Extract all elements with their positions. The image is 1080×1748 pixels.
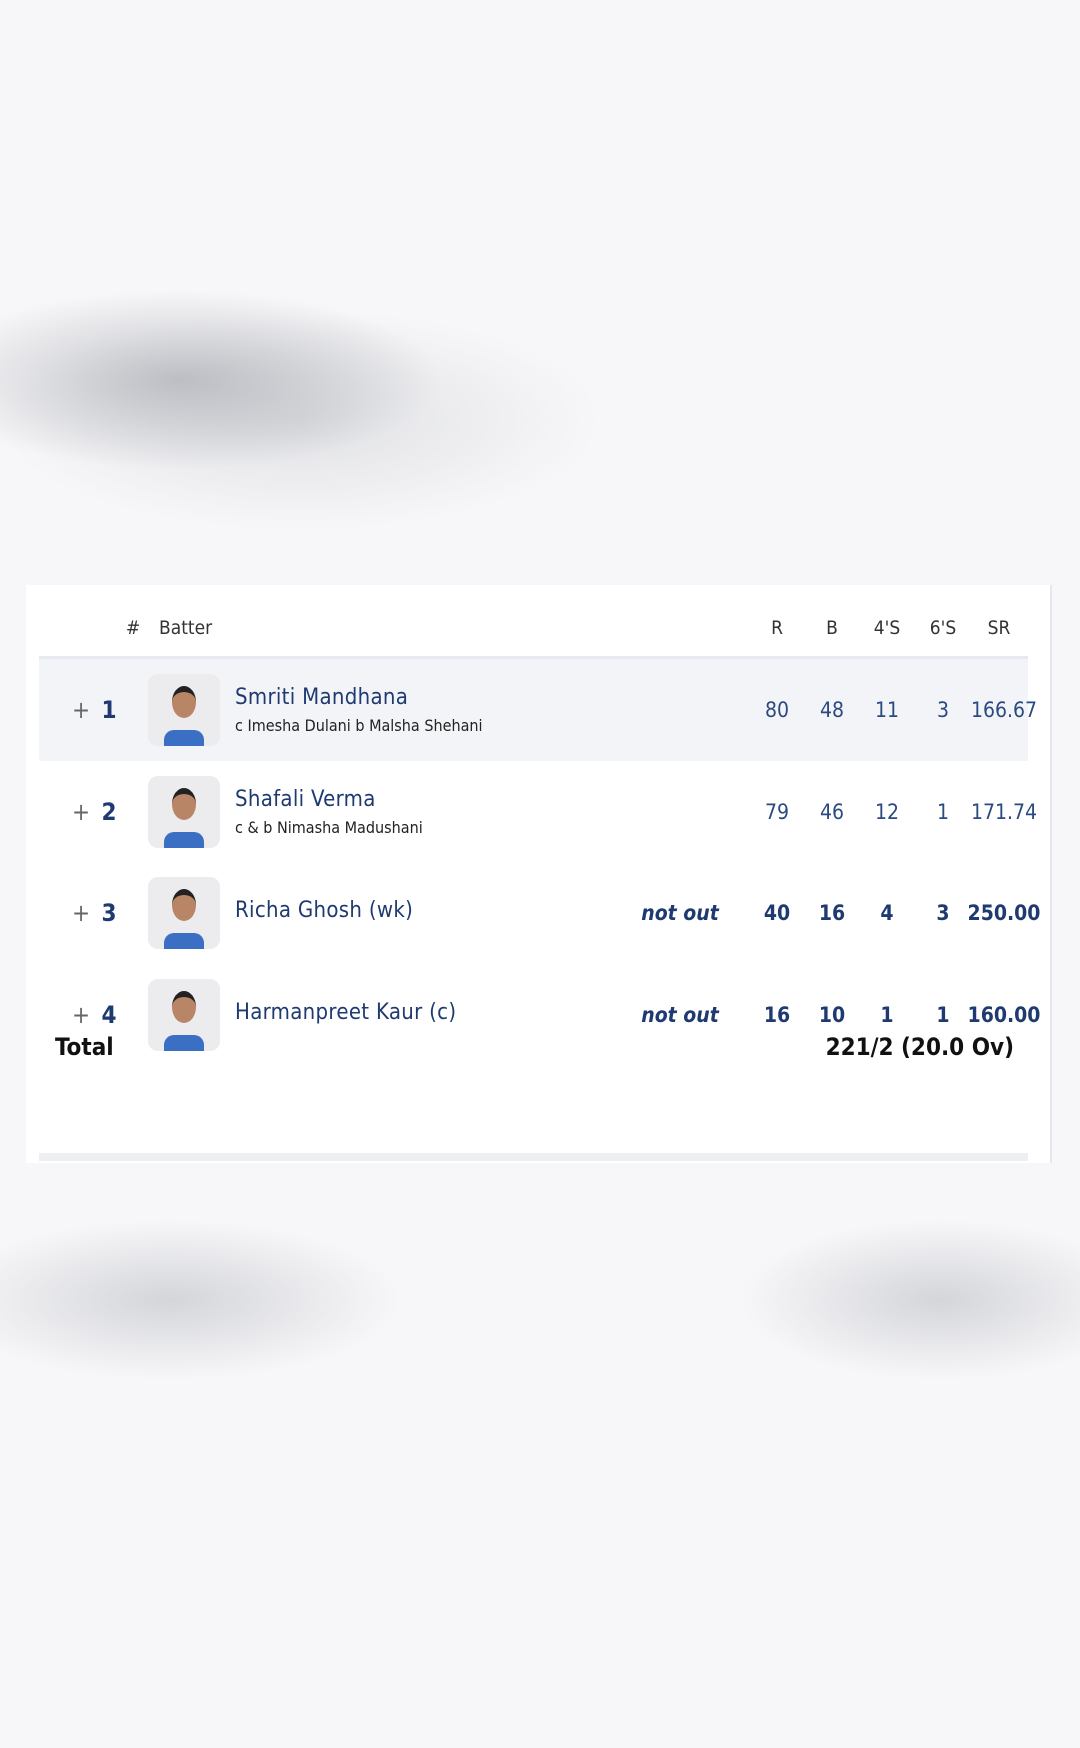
player-avatar bbox=[148, 775, 220, 848]
header-batter: Batter bbox=[159, 617, 213, 639]
total-score: 221/2 (20.0 Ov) bbox=[825, 1033, 1014, 1061]
batting-status: not out bbox=[641, 901, 719, 925]
strike-rate: 166.67 bbox=[970, 698, 1038, 722]
scorecard: # Batter R B 4'S 6'S SR + 1 Smriti Mandh… bbox=[26, 585, 1052, 1163]
balls: 48 bbox=[819, 698, 845, 722]
expand-icon[interactable]: + bbox=[71, 696, 91, 724]
runs: 40 bbox=[763, 901, 791, 925]
fours: 12 bbox=[874, 799, 900, 824]
dismissal: c Imesha Dulani b Malsha Shehani bbox=[235, 716, 483, 735]
expand-icon[interactable]: + bbox=[71, 1000, 91, 1029]
expand-icon[interactable]: + bbox=[71, 899, 91, 927]
runs: 79 bbox=[764, 799, 790, 824]
expand-icon[interactable]: + bbox=[71, 797, 91, 826]
strike-rate: 160.00 bbox=[967, 1002, 1041, 1027]
balls: 10 bbox=[818, 1002, 846, 1027]
balls: 16 bbox=[818, 901, 846, 925]
batter-name[interactable]: Harmanpreet Kaur (c) bbox=[235, 999, 457, 1025]
strike-rate: 250.00 bbox=[967, 901, 1041, 925]
sixes: 1 bbox=[936, 1002, 950, 1027]
fours: 1 bbox=[880, 1002, 894, 1027]
sixes: 3 bbox=[936, 901, 950, 925]
fours: 4 bbox=[880, 901, 894, 925]
sixes: 3 bbox=[936, 698, 950, 722]
batter-row[interactable]: + 2 Shafali Verma c & b Nimasha Madushan… bbox=[39, 761, 1037, 863]
sixes: 1 bbox=[936, 799, 950, 824]
batter-position: 2 bbox=[101, 797, 117, 826]
total-label: Total bbox=[55, 1033, 114, 1061]
batter-position: 1 bbox=[101, 696, 117, 724]
header-sr: SR bbox=[987, 617, 1011, 639]
batter-name[interactable]: Richa Ghosh (wk) bbox=[235, 898, 414, 923]
fours: 11 bbox=[874, 698, 900, 722]
header-6s: 6'S bbox=[929, 617, 957, 639]
player-avatar bbox=[148, 674, 220, 746]
batter-row[interactable]: + 1 Smriti Mandhana c Imesha Dulani b Ma… bbox=[39, 659, 1037, 761]
batting-status: not out bbox=[641, 1002, 719, 1027]
total-row: Total 221/2 (20.0 Ov) bbox=[39, 1005, 1028, 1091]
player-avatar bbox=[148, 877, 220, 949]
batter-name[interactable]: Smriti Mandhana bbox=[235, 685, 409, 710]
header-r: R bbox=[771, 617, 783, 639]
batter-position: 3 bbox=[101, 899, 117, 927]
strike-rate: 171.74 bbox=[970, 799, 1038, 824]
batter-position: 4 bbox=[101, 1000, 117, 1029]
runs: 16 bbox=[763, 1002, 791, 1027]
header-b: B bbox=[826, 617, 838, 639]
header-4s: 4'S bbox=[873, 617, 901, 639]
dismissal: c & b Nimasha Madushani bbox=[235, 817, 423, 837]
player-avatar bbox=[148, 978, 220, 1051]
batter-row[interactable]: + 4 Harmanpreet Kaur (c) not out 16 10 1… bbox=[39, 964, 1040, 1066]
batter-name[interactable]: Shafali Verma bbox=[235, 786, 376, 812]
runs: 80 bbox=[764, 698, 790, 722]
balls: 46 bbox=[819, 799, 845, 824]
batter-row[interactable]: + 3 Richa Ghosh (wk) not out 40 16 4 3 2… bbox=[39, 862, 1040, 964]
divider bbox=[39, 1153, 1028, 1161]
header-num: # bbox=[125, 617, 141, 639]
table-header: # Batter R B 4'S 6'S SR bbox=[39, 585, 1028, 659]
